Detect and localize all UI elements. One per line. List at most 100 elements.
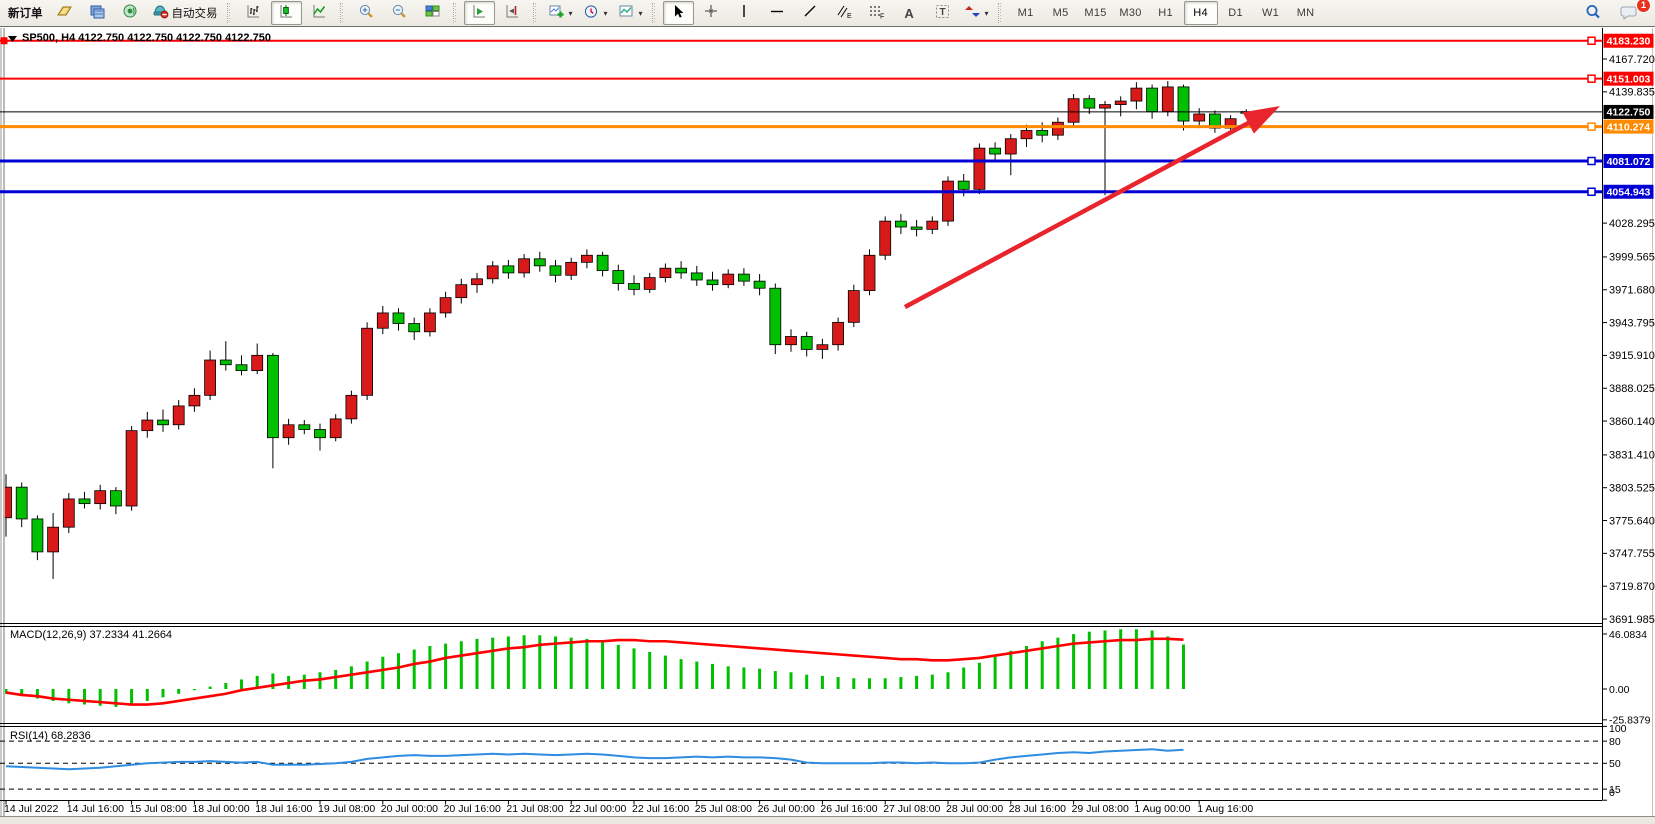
trend-arrow-head: [1242, 106, 1280, 134]
autotrading-icon: [152, 3, 169, 23]
notifications-button[interactable]: 1: [1614, 0, 1651, 25]
sound-icon: [122, 3, 139, 23]
svg-text:28 Jul 00:00: 28 Jul 00:00: [946, 803, 1003, 815]
indicators-button[interactable]: ▾: [544, 1, 577, 25]
arrows-tool-button[interactable]: ▾: [960, 1, 993, 25]
svg-text:3860.140: 3860.140: [1609, 416, 1655, 428]
trendline-tool-button[interactable]: [795, 1, 826, 25]
price-badge: [1603, 33, 1654, 48]
chart-shift-button[interactable]: [497, 1, 528, 25]
zoom-out-button[interactable]: [384, 1, 415, 25]
macd-group: [5, 629, 1185, 707]
svg-text:21 Jul 08:00: 21 Jul 08:00: [506, 803, 563, 815]
text-tool-button[interactable]: A: [894, 1, 925, 25]
horizontal-line-tool-button[interactable]: [762, 1, 793, 25]
notification-badge: 1: [1636, 0, 1651, 13]
indicators-icon: [548, 3, 565, 23]
price-badge: [1603, 71, 1654, 86]
trendline-icon: [802, 3, 819, 23]
line-chart-mode-button[interactable]: [304, 1, 335, 25]
text-label-icon: T: [934, 3, 951, 23]
periods-button[interactable]: ▾: [579, 1, 612, 25]
zoom-out-icon: [391, 3, 408, 23]
trend-arrow-line: [903, 118, 1255, 309]
svg-text:T: T: [939, 7, 945, 18]
svg-text:4081.072: 4081.072: [1607, 156, 1651, 168]
timeframe-m5[interactable]: M5: [1052, 7, 1069, 19]
timeframe-h4[interactable]: H4: [1183, 1, 1218, 25]
svg-text:4183.230: 4183.230: [1607, 36, 1651, 48]
templates-icon: [618, 3, 635, 23]
svg-text:28 Jul 16:00: 28 Jul 16:00: [1009, 803, 1066, 815]
timeframe-mn[interactable]: MN: [1296, 7, 1315, 19]
auto-scroll-icon: [471, 3, 488, 23]
svg-text:4028.295: 4028.295: [1609, 218, 1655, 230]
timeframe-h1[interactable]: H1: [1158, 7, 1173, 19]
chart-list-icon: [56, 3, 73, 23]
data-window-button[interactable]: [82, 1, 113, 25]
toolbar-grip: [226, 3, 233, 23]
templates-button[interactable]: ▾: [614, 1, 647, 25]
dropdown-caret-icon: ▾: [568, 8, 573, 18]
cursor-tool-button[interactable]: [662, 1, 694, 25]
crosshair-icon: [703, 3, 720, 23]
zoom-in-button[interactable]: [351, 1, 382, 25]
price-axis: 4167.720 4139.835 4028.295 3999.565 3971.680…: [1602, 33, 1655, 801]
new-order-label: 新订单: [8, 8, 43, 20]
svg-text:18 Jul 16:00: 18 Jul 16:00: [255, 803, 312, 815]
svg-text:3719.870: 3719.870: [1609, 581, 1655, 593]
svg-text:27 Jul 08:00: 27 Jul 08:00: [883, 803, 940, 815]
svg-text:26 Jul 00:00: 26 Jul 00:00: [758, 803, 815, 815]
auto-scroll-button[interactable]: [463, 1, 495, 25]
svg-text:22 Jul 00:00: 22 Jul 00:00: [569, 803, 626, 815]
svg-text:3915.910: 3915.910: [1609, 350, 1655, 362]
toolbar-grip: [651, 3, 658, 23]
toolbar-grip: [997, 3, 1004, 23]
vertical-line-tool-button[interactable]: [729, 1, 760, 25]
horizontal-line-icon: [769, 3, 786, 23]
autotrading-label: 自动交易: [171, 8, 218, 20]
text-label-tool-button[interactable]: T: [927, 1, 958, 25]
main-toolbar: 新订单 自动交易: [0, 0, 1655, 27]
vertical-line-icon: [736, 3, 753, 23]
svg-text:22 Jul 16:00: 22 Jul 16:00: [632, 803, 689, 815]
new-order-button[interactable]: 新订单: [4, 1, 47, 25]
dropdown-caret-icon: ▾: [638, 8, 643, 18]
svg-text:14 Jul 16:00: 14 Jul 16:00: [67, 803, 124, 815]
channel-tool-button[interactable]: E: [828, 1, 859, 25]
sound-alerts-button[interactable]: [115, 1, 146, 25]
tile-windows-button[interactable]: [417, 1, 448, 25]
rsi-group: [0, 740, 1602, 790]
crosshair-tool-button[interactable]: [696, 1, 727, 25]
svg-text:3775.640: 3775.640: [1609, 515, 1655, 527]
data-window-icon: [89, 3, 106, 23]
svg-text:4110.274: 4110.274: [1607, 121, 1650, 133]
svg-text:20 Jul 16:00: 20 Jul 16:00: [444, 803, 501, 815]
charts-list-button[interactable]: [49, 1, 80, 25]
svg-text:46.0834: 46.0834: [1609, 629, 1647, 641]
svg-text:3999.565: 3999.565: [1609, 252, 1655, 264]
timeframe-m15[interactable]: M15: [1084, 7, 1107, 19]
svg-text:E: E: [847, 13, 852, 20]
timeframe-w1[interactable]: W1: [1262, 7, 1280, 19]
timeframe-m1[interactable]: M1: [1017, 7, 1034, 19]
svg-text:50: 50: [1609, 758, 1621, 770]
toolbar-grip: [532, 3, 539, 23]
timeframe-d1[interactable]: D1: [1228, 7, 1243, 19]
svg-text:-25.8379: -25.8379: [1609, 715, 1651, 727]
candlestick-mode-button[interactable]: [270, 1, 302, 25]
svg-text:15: 15: [1609, 784, 1621, 796]
timeframe-m30[interactable]: M30: [1119, 7, 1142, 19]
fibonacci-tool-button[interactable]: F: [861, 1, 892, 25]
autotrading-button[interactable]: 自动交易: [148, 1, 222, 25]
search-button[interactable]: [1577, 1, 1608, 25]
svg-text:80: 80: [1609, 736, 1621, 748]
periods-clock-icon: [583, 3, 600, 23]
svg-text:15 Jul 08:00: 15 Jul 08:00: [130, 803, 187, 815]
svg-text:4054.943: 4054.943: [1607, 187, 1651, 199]
svg-text:0.00: 0.00: [1609, 684, 1630, 696]
price-badge: [1603, 153, 1654, 168]
bar-chart-mode-button[interactable]: [238, 1, 269, 25]
